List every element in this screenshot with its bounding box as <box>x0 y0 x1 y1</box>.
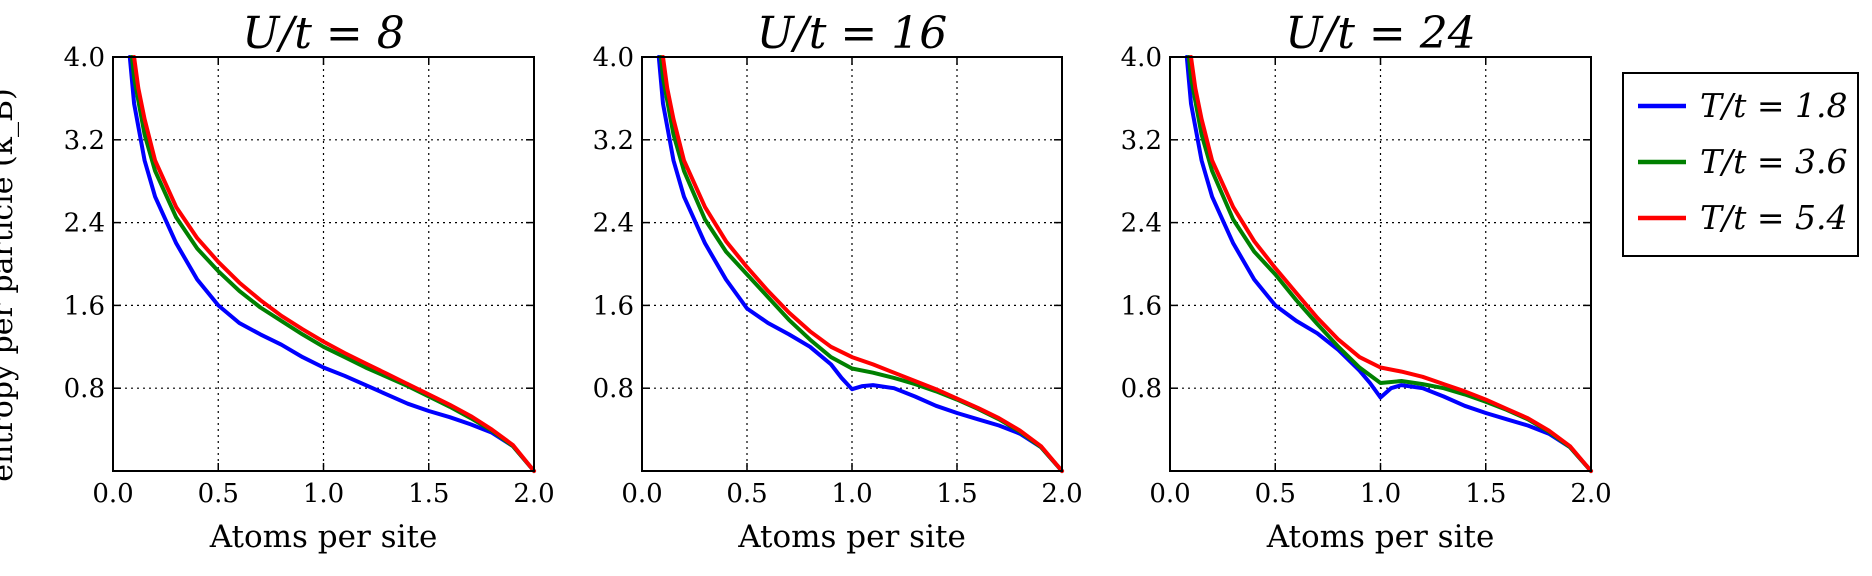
x-tick-label: 1.5 <box>408 479 449 509</box>
x-tick-label: 1.0 <box>1360 479 1401 509</box>
x-axis-label: Atoms per site <box>1266 519 1495 555</box>
x-tick-label: 0.5 <box>1255 479 1296 509</box>
x-tick-label: 2.0 <box>1041 479 1082 509</box>
panel-3: 0.0 0.5 1.0 1.5 2.0 0.8 1.6 2.4 3.2 4.0 U/t = 24 At… <box>1121 8 1612 555</box>
y-tick-label: 0.8 <box>593 374 634 404</box>
series-line-2 <box>658 55 1064 473</box>
legend: T/t = 1.8 T/t = 3.6 T/t = 5.4 <box>1622 72 1859 257</box>
y-tick-label: 0.8 <box>64 374 105 404</box>
y-tick-label: 2.4 <box>593 209 634 239</box>
legend-entry-1: T/t = 1.8 <box>1638 86 1848 125</box>
y-tick-label: 1.6 <box>593 291 634 321</box>
x-tick-label: 1.5 <box>936 479 977 509</box>
series-line-2 <box>1186 55 1593 473</box>
panel-title: U/t = 16 <box>757 8 947 59</box>
y-tick-label: 2.4 <box>1121 209 1162 239</box>
series-line-3 <box>1189 55 1593 473</box>
series-line-1 <box>127 55 536 473</box>
x-tick-label: 1.5 <box>1465 479 1506 509</box>
y-tick-label: 3.2 <box>64 126 105 156</box>
y-tick-label: 1.6 <box>64 291 105 321</box>
panels: 0.0 0.5 1.0 1.5 2.0 0.8 1.6 2.4 3.2 4.0 U/t = 8 Ato… <box>64 8 1612 555</box>
y-tick-label: 4.0 <box>1121 43 1162 73</box>
legend-label-1: T/t = 1.8 <box>1700 86 1848 125</box>
y-tick-label: 4.0 <box>593 43 634 73</box>
legend-label-2: T/t = 3.6 <box>1700 142 1848 181</box>
x-tick-label: 0.5 <box>726 479 767 509</box>
y-tick-label: 4.0 <box>64 43 105 73</box>
x-tick-label: 2.0 <box>513 479 554 509</box>
legend-entry-3: T/t = 5.4 <box>1638 198 1848 237</box>
series-line-2 <box>129 55 536 473</box>
y-tick-label: 1.6 <box>1121 291 1162 321</box>
y-tick-label: 2.4 <box>64 209 105 239</box>
legend-label-3: T/t = 5.4 <box>1700 198 1848 237</box>
series-line-3 <box>661 55 1064 473</box>
figure-ylabel: entropy per particle (k_B) <box>0 88 20 481</box>
series-line-1 <box>1184 55 1593 473</box>
x-axis-label: Atoms per site <box>737 519 966 555</box>
legend-box <box>1622 72 1859 257</box>
panel-title: U/t = 24 <box>1285 8 1475 59</box>
x-tick-label: 1.0 <box>831 479 872 509</box>
panel-title: U/t = 8 <box>242 8 404 59</box>
x-tick-label: 0.0 <box>621 479 662 509</box>
y-tick-label: 3.2 <box>593 126 634 156</box>
panel-2: 0.0 0.5 1.0 1.5 2.0 0.8 1.6 2.4 3.2 4.0 U/t = 16 At… <box>593 8 1083 555</box>
axes-frame <box>641 56 1063 472</box>
axes-frame <box>112 56 535 472</box>
x-tick-label: 0.5 <box>198 479 239 509</box>
series-line-1 <box>656 55 1064 473</box>
legend-entry-2: T/t = 3.6 <box>1638 142 1848 181</box>
axes-frame <box>1169 56 1592 472</box>
x-axis-label: Atoms per site <box>209 519 438 555</box>
y-tick-label: 3.2 <box>1121 126 1162 156</box>
x-tick-label: 1.0 <box>303 479 344 509</box>
x-tick-label: 0.0 <box>1149 479 1190 509</box>
panel-1: 0.0 0.5 1.0 1.5 2.0 0.8 1.6 2.4 3.2 4.0 U/t = 8 Ato… <box>64 8 555 555</box>
series-line-3 <box>132 55 536 473</box>
x-tick-label: 2.0 <box>1570 479 1611 509</box>
y-tick-label: 0.8 <box>1121 374 1162 404</box>
x-tick-label: 0.0 <box>92 479 133 509</box>
